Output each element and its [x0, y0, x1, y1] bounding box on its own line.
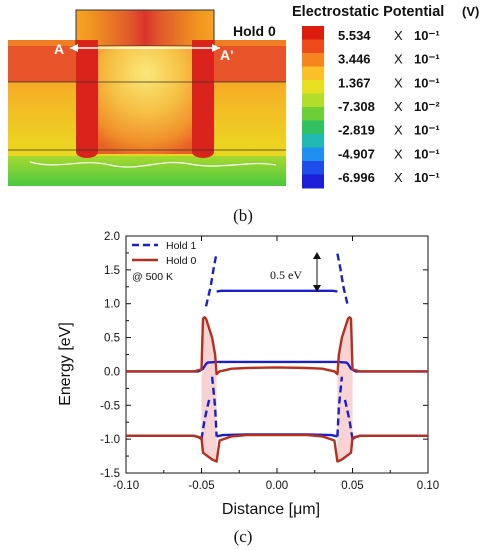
cutline-label-a: A [54, 41, 64, 57]
series-line-hold-1 [204, 252, 218, 307]
colorbar-swatch [302, 53, 324, 67]
x-tick-label: 0.00 [266, 480, 288, 492]
colorbar-tick-value: 3.446 [338, 52, 371, 67]
colorbar-tick-times: X [394, 123, 403, 138]
barrier-shading [201, 317, 217, 462]
colorbar: Electrostatic Potential (V) 5.534 X 10⁻¹ 3.… [292, 4, 479, 189]
series-line-hold-1 [336, 253, 350, 307]
colorbar-swatch [302, 26, 324, 40]
series-layer [126, 252, 428, 463]
right-pillar-bottom [192, 146, 214, 158]
colorbar-tick-times: X [394, 146, 403, 161]
x-tick-label: 0.10 [417, 480, 439, 492]
series-line-hold-1 [210, 376, 218, 437]
annotation-arrow-down [313, 285, 321, 292]
colorbar-tick-value: 5.534 [338, 28, 371, 43]
annotation-arrow-up [313, 252, 321, 259]
shading-layer [201, 317, 353, 462]
y-tick-label: 1.0 [104, 299, 120, 311]
left-pillar-bottom [76, 146, 98, 158]
series-line-hold-1 [336, 376, 344, 437]
x-axis-label: Distance [μm] [222, 501, 320, 518]
caption-c: (c) [234, 527, 253, 546]
colorbar-tick-times: X [394, 28, 403, 43]
colorbar-swatch [302, 39, 324, 54]
colorbar-unit: (V) [462, 4, 479, 19]
colorbar-swatch [302, 107, 324, 121]
y-axis-label: Energy [eV] [57, 322, 74, 406]
annotation-label: 0.5 eV [270, 268, 302, 282]
axes-frame [125, 235, 429, 474]
y-tick-label: -1.5 [100, 468, 120, 480]
legend-label-hold-0: Hold 0 [166, 255, 197, 267]
tick-labels: -0.10 -0.05 0.00 0.05 0.10 -1.5 -1.0 -0.5 0.0 0.5… [100, 231, 439, 492]
colorbar-title: Electrostatic Potential [292, 4, 444, 20]
y-tick-label: -0.5 [100, 400, 120, 412]
colorbar-tick-value: 1.367 [338, 75, 371, 90]
series-line-hold-1 [216, 289, 338, 293]
energy-band-chart: -0.10 -0.05 0.00 0.05 0.10 -1.5 -1.0 -0.5 0.0 0.5… [57, 231, 439, 546]
y-tick-label: 0.5 [104, 333, 120, 345]
contour-line [29, 161, 277, 168]
colorbar-swatch [302, 161, 324, 175]
hold-state-label: Hold 0 [233, 23, 276, 39]
colorbar-tick-times: X [394, 170, 403, 185]
colorbar-swatches [302, 26, 324, 189]
colorbar-swatch [302, 80, 324, 94]
series-line-hold-0 [126, 433, 428, 463]
y-tick-label: 0.0 [104, 366, 120, 378]
colorbar-tick-value: -4.907 [338, 146, 375, 161]
cutline-arrow-right [212, 44, 220, 52]
colorbar-swatch [302, 147, 324, 162]
channel-region [96, 46, 196, 154]
y-tick-label: 2.0 [104, 231, 120, 243]
left-pillar [76, 40, 98, 152]
colorbar-tick-exponent: 10⁻¹ [414, 28, 440, 43]
colorbar-tick-times: X [394, 75, 403, 90]
barrier-annotation: 0.5 eV [270, 252, 321, 292]
colorbar-tick-times: X [394, 52, 403, 67]
colorbar-tick-value: -6.996 [338, 170, 375, 185]
colorbar-swatch [302, 174, 324, 189]
colorbar-labels: 5.534 X 10⁻¹ 3.446 X 10⁻¹ 1.367 X 10⁻¹ -7.308 X 10⁻… [338, 28, 440, 185]
temperature-note: @ 500 K [132, 271, 173, 283]
x-tick-label: -0.05 [188, 480, 214, 492]
series-line-hold-0 [126, 316, 428, 376]
cutline-label-a-prime: A' [220, 47, 233, 63]
colorbar-swatch [302, 134, 324, 148]
cutline-arrow-left [70, 44, 78, 52]
colorbar-tick-exponent: 10⁻¹ [414, 52, 440, 67]
y-tick-label: 1.5 [104, 265, 120, 277]
x-tick-label: -0.10 [113, 480, 139, 492]
colorbar-tick-value: -2.819 [338, 123, 375, 138]
right-pillar [192, 40, 214, 152]
series-line-hold-1 [343, 399, 354, 440]
colorbar-tick-exponent: 10⁻¹ [414, 146, 440, 161]
device-map: A A' Hold 0 [8, 9, 286, 186]
bottom-layer [8, 156, 286, 186]
colorbar-swatch [302, 66, 324, 81]
colorbar-tick-value: -7.308 [338, 99, 375, 114]
potential-map-panel: A A' Hold 0 Electrostatic Potential (V) … [8, 4, 479, 225]
legend: Hold 1 Hold 0 @ 500 K [132, 240, 197, 283]
colorbar-swatch [302, 120, 324, 135]
series-line-hold-1 [200, 399, 211, 440]
colorbar-tick-exponent: 10⁻¹ [414, 123, 440, 138]
colorbar-tick-exponent: 10⁻¹ [414, 170, 440, 185]
caption-b: (b) [233, 206, 253, 225]
colorbar-swatch [302, 93, 324, 108]
legend-label-hold-1: Hold 1 [166, 240, 197, 252]
colorbar-tick-exponent: 10⁻² [414, 99, 440, 114]
x-tick-label: 0.05 [341, 480, 363, 492]
barrier-shading [337, 317, 353, 462]
colorbar-tick-exponent: 10⁻¹ [414, 75, 440, 90]
colorbar-tick-times: X [394, 99, 403, 114]
y-tick-label: -1.0 [100, 434, 120, 446]
